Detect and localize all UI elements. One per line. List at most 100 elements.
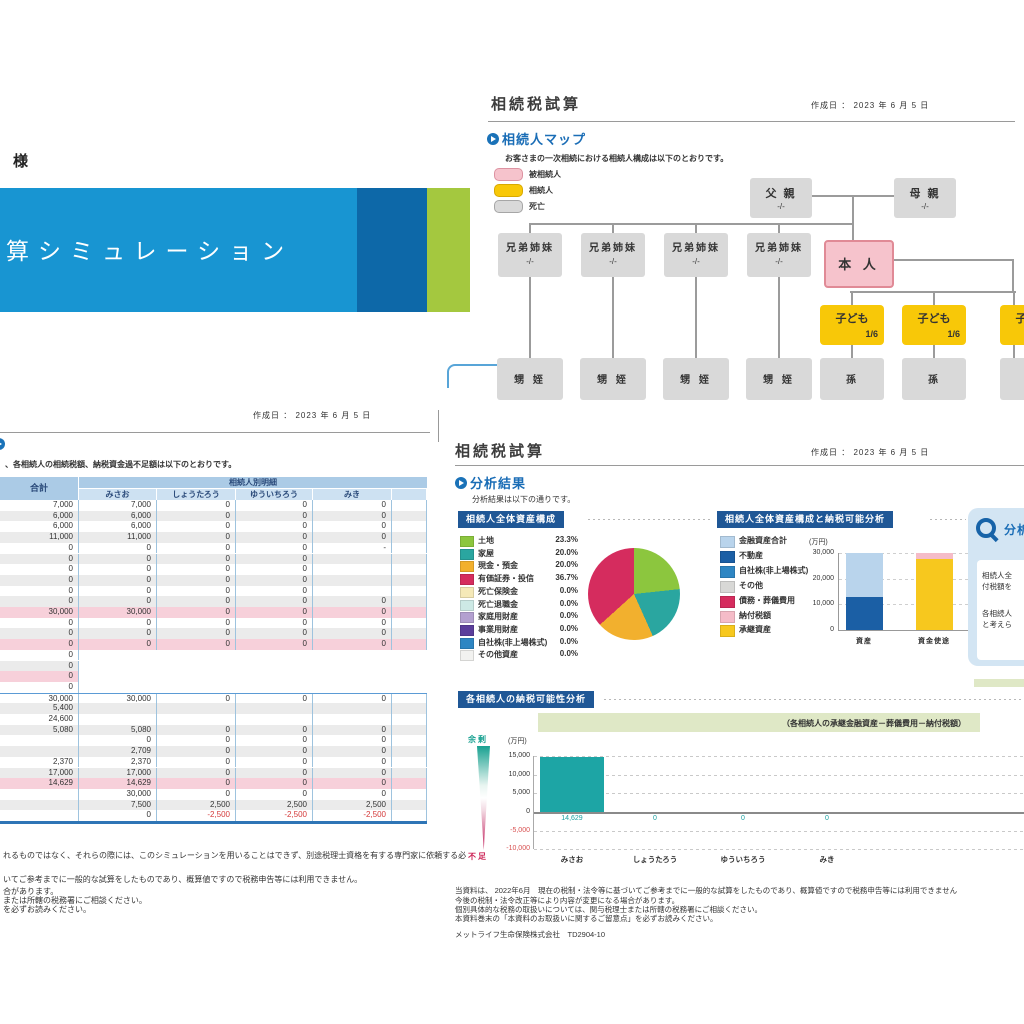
table-cell: 0 xyxy=(79,639,157,650)
child-box: 子ども 1/6 xyxy=(820,305,884,345)
pie-legend-label: 家屋 xyxy=(478,548,494,558)
table-cell: 0 xyxy=(313,756,392,768)
table-cell xyxy=(0,735,79,747)
table-cell: 0 xyxy=(236,746,313,757)
cover-title: 試算シミュレーション xyxy=(0,238,294,264)
table-cell: 5,400 xyxy=(0,703,79,714)
tree-connector-line xyxy=(778,223,780,234)
pie-legend-value: 0.0% xyxy=(559,598,578,608)
table-cell xyxy=(392,553,427,565)
tree-connector-line xyxy=(1012,259,1014,293)
table-row: 2,370 2,370 0 0 0 xyxy=(0,756,427,768)
table-cell xyxy=(392,735,427,747)
table-cell xyxy=(236,650,313,661)
table-cell xyxy=(313,661,392,672)
funding-grid-line xyxy=(839,604,974,606)
table-cell xyxy=(392,671,427,682)
table-cell: 0 xyxy=(79,628,157,640)
heir-map-page-title: 相続税試算 xyxy=(491,96,582,113)
table-cell: 2,500 xyxy=(313,799,392,811)
table-cell: 0 xyxy=(236,521,313,533)
table-cell xyxy=(392,500,427,511)
tree-connector-line xyxy=(1013,345,1015,358)
table-cell: 0 xyxy=(79,735,157,747)
sibling-box-label: 兄弟姉妹 xyxy=(672,243,720,254)
table-cell: 7,000 xyxy=(0,500,79,511)
table-cell: 2,709 xyxy=(79,746,157,757)
tree-connector-line xyxy=(852,195,854,242)
table-cell: 0 xyxy=(0,553,79,565)
footnote-line: 本資料巻末の「本資料のお取扱いに関するご留意点」を必ずお読みください。 xyxy=(455,914,718,923)
heir-tick-label: 10,000 xyxy=(508,770,530,778)
table-row: 7,000 7,000 0 0 0 xyxy=(0,500,427,511)
pie-legend-value: 36.7% xyxy=(555,573,578,583)
legend-swatch xyxy=(494,200,523,213)
table-cell: 0 xyxy=(157,756,236,768)
table-cell: 0 xyxy=(79,810,157,821)
funding-unit: (万円) xyxy=(809,539,828,546)
nephew-label: 甥 姪 xyxy=(680,375,712,386)
heir-tick-label: 15,000 xyxy=(508,752,530,759)
funding-tick-label: 10,000 xyxy=(812,600,834,608)
table-cell xyxy=(157,714,236,725)
funding-legend-label: その他 xyxy=(739,580,763,590)
leader-line xyxy=(588,519,710,520)
father-box-share: -/- xyxy=(777,202,785,211)
table-cell: 2,370 xyxy=(79,756,157,768)
table-cell xyxy=(79,661,157,672)
table-row: 2,709 0 0 0 xyxy=(0,746,427,757)
table-cell xyxy=(0,799,79,811)
table-cell xyxy=(392,564,427,575)
funding-legend-swatch xyxy=(720,565,735,578)
pie-legend-label: 事業用財産 xyxy=(478,624,518,634)
table-cell: 0 xyxy=(79,617,157,629)
table-row: 7,500 2,500 2,500 2,500 xyxy=(0,799,427,811)
table-cell: 0 xyxy=(236,500,313,511)
tree-connector-line xyxy=(933,291,935,306)
table-cell xyxy=(392,510,427,522)
table-page-rule xyxy=(0,432,430,433)
panel-title: 分析 xyxy=(1004,523,1024,537)
table-cell: 0 xyxy=(313,724,392,736)
tree-connector-line xyxy=(851,291,853,306)
table-cell: 0 xyxy=(236,628,313,640)
table-cell: 0 xyxy=(0,660,79,672)
cover-banner: 試算シミュレーション xyxy=(0,188,470,312)
table-cell xyxy=(392,682,427,693)
pie-legend-label: その他資産 xyxy=(478,650,518,660)
heir-grid-line xyxy=(534,774,1024,776)
table-cell: 0 xyxy=(313,617,392,629)
table-cell: 0 xyxy=(157,510,236,522)
grandchild-box: 孫 xyxy=(1000,358,1024,400)
table-cell: 0 xyxy=(236,778,313,789)
table-cell: 0 xyxy=(157,553,236,565)
heir-name-label: みき xyxy=(819,855,835,864)
table-cell: 0 xyxy=(236,585,313,597)
table-row: 11,000 11,000 0 0 0 xyxy=(0,532,427,543)
table-cell: 0 xyxy=(313,693,392,705)
funding-grid-line xyxy=(839,553,974,554)
table-cell: 0 xyxy=(236,767,313,779)
table-cell: 0 xyxy=(0,617,79,629)
section-arrow-icon xyxy=(455,477,467,489)
sibling-box: 兄弟姉妹 -/- xyxy=(747,233,811,277)
table-cell: 2,500 xyxy=(236,799,313,811)
legend-swatch xyxy=(494,168,523,181)
pie-legend-label: 死亡保険金 xyxy=(478,586,518,596)
table-header-name: みさお xyxy=(79,489,157,500)
table-header-detail: 相続人別明細 xyxy=(79,477,427,489)
magnifier-icon xyxy=(976,518,996,538)
table-cell: 0 xyxy=(157,746,236,757)
table-cell: 0 xyxy=(313,628,392,640)
tree-connector-line xyxy=(612,223,614,234)
footnote-line: を必ずお読みください。 xyxy=(3,905,91,914)
table-bottom-border xyxy=(0,821,427,824)
table-header-name: みき xyxy=(313,489,392,500)
per-heir-unit: (万円) xyxy=(508,738,527,745)
analysis-rule xyxy=(455,465,1024,466)
pie-legend-swatch xyxy=(460,561,474,573)
tree-connector-line xyxy=(530,223,854,225)
